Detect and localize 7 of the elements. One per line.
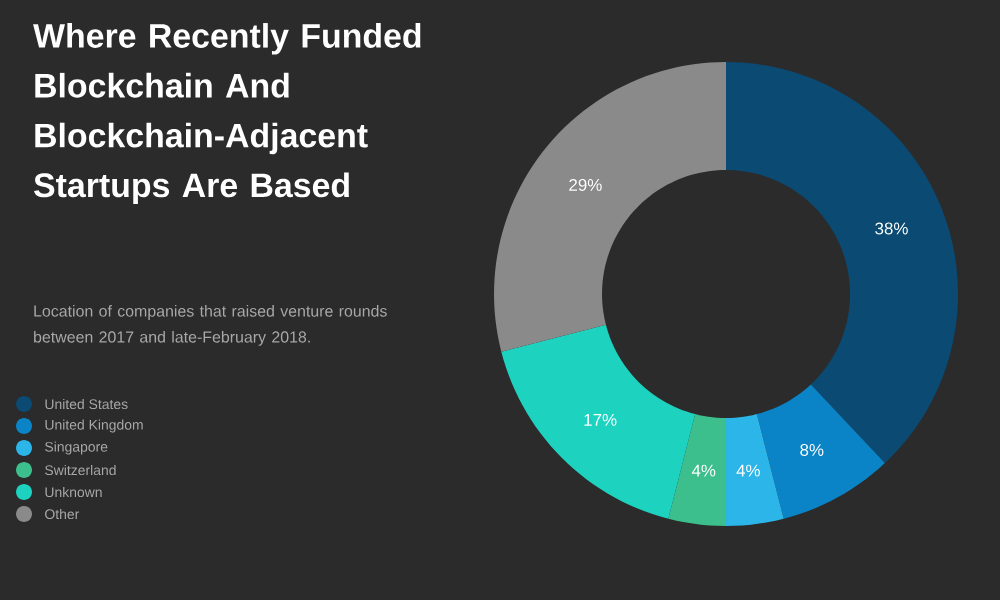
- data-label: 17%: [584, 413, 617, 426]
- data-label: 8%: [800, 444, 824, 456]
- data-label: 4%: [691, 464, 716, 477]
- data-label: 29%: [569, 178, 602, 191]
- data-label: 4%: [736, 464, 760, 477]
- text: Where Recently Funded Blockchain And Blockchain-Adjacent Startups Are Based: [33, 23, 421, 205]
- data-label: 38%: [875, 222, 908, 235]
